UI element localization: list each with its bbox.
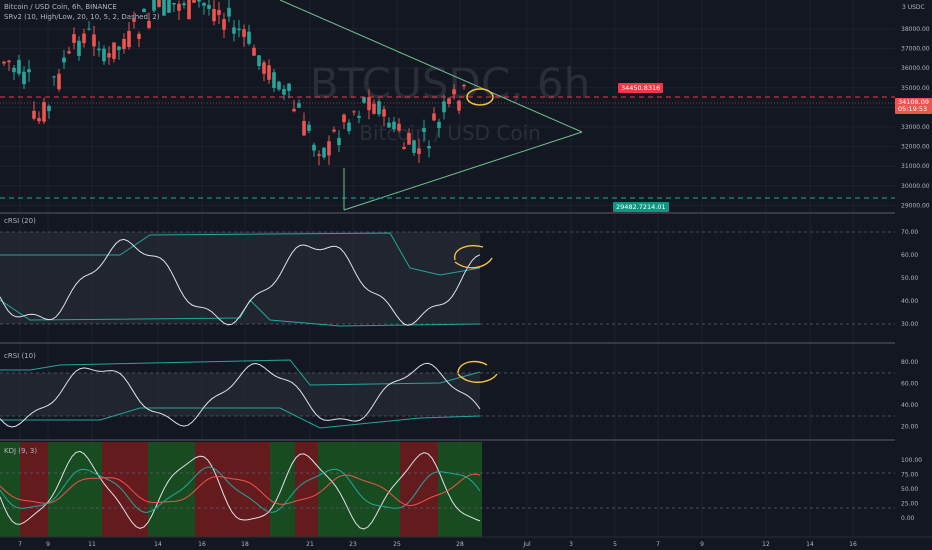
pane-tick-label: 40.00 (901, 402, 918, 409)
main-title: Bitcoin / USD Coin, 6h, BINANCE (4, 3, 117, 11)
price-tick-label: 29000.00 (901, 202, 930, 209)
sr-indicator-label: SRv2 (10, High/Low, 20, 10, 5, 2, Dashed… (4, 13, 160, 21)
pane-tick-label: 0.00 (901, 515, 915, 522)
time-tick-label: 28 (456, 541, 464, 548)
pane-tick-label: 80.00 (901, 359, 918, 366)
time-tick-label: 7 (18, 541, 22, 548)
pane-tick-label: 50.00 (901, 486, 918, 493)
crsi20-line (0, 238, 481, 326)
pane-tick-label: 70.00 (901, 229, 918, 236)
time-tick-label: 25 (393, 541, 401, 548)
price-tick-label: 35000.00 (901, 85, 930, 92)
current-price-tag[interactable]: 34108.09 05:19:53 (895, 98, 932, 114)
time-tick-label: 18 (241, 541, 249, 548)
kdj-zone (270, 442, 295, 537)
time-tick-label: 14 (154, 541, 162, 548)
time-tick-label: 21 (306, 541, 314, 548)
price-tick-label: 33000.00 (901, 124, 930, 131)
kdj-pane (0, 442, 895, 537)
pane-tick-label: 50.00 (901, 275, 918, 282)
pane-tick-label: 100.00 (901, 457, 922, 464)
pane-tick-label: 30.00 (901, 321, 918, 328)
crsi10-pane (0, 359, 895, 429)
crsi20-annotation[interactable] (454, 244, 493, 269)
crsi20-band (0, 232, 480, 324)
price-tick-label: 38000.00 (901, 26, 930, 33)
crsi20-lower-band (0, 299, 481, 327)
time-tick-label: 7 (656, 541, 660, 548)
watermark-name: Bitcoin / USD Coin (359, 121, 541, 145)
crsi20-pane (0, 231, 895, 327)
price-tick-label: 37000.00 (901, 46, 930, 53)
time-tick-label: 9 (700, 541, 704, 548)
time-tick-label: 16 (198, 541, 206, 548)
triangle-lower-line (343, 131, 583, 211)
triangle-drawing[interactable] (279, 0, 583, 211)
price-tick-label: 32000.00 (901, 144, 930, 151)
crsi10-legend[interactable]: cRSI (10) (4, 352, 36, 360)
pane-tick-label: 60.00 (901, 381, 918, 388)
crsi10-upper-band (0, 359, 481, 386)
pane-tick-label: 60.00 (901, 252, 918, 259)
kdj-zone (438, 442, 482, 537)
time-tick-label: Jul (522, 541, 531, 548)
pane-tick-label: 40.00 (901, 298, 918, 305)
time-tick-label: 12 (762, 541, 770, 548)
price-axis[interactable]: 3 USDC 38000.00 37000.00 36000.00 35000.00 34… (895, 0, 932, 550)
kdj-zone (195, 442, 270, 537)
time-tick-label: 14 (806, 541, 814, 548)
price-axis-unit: 3 USDC (902, 4, 925, 11)
price-tick-label: 30000.00 (901, 183, 930, 190)
resistance-price-tag[interactable]: 34450.8316 (618, 83, 664, 93)
kdj-zone (148, 442, 195, 537)
kdj-zone (48, 442, 102, 537)
time-tick-label: 5 (613, 541, 617, 548)
triangle-upper-line (279, 0, 583, 133)
crsi20-upper-band (0, 232, 481, 276)
kdj-legend[interactable]: KDJ (9, 3) (4, 447, 38, 455)
time-tick-label: 23 (349, 541, 357, 548)
kdj-zone (318, 442, 400, 537)
kdj-zone (400, 442, 438, 537)
time-tick-label: 16 (849, 541, 857, 548)
candlestick-series (2, 0, 466, 166)
price-tick-label: 31000.00 (901, 163, 930, 170)
kdj-zone (102, 442, 148, 537)
time-tick-label: 11 (88, 541, 96, 548)
time-axis[interactable]: 7 9 11 14 16 18 21 23 25 28 Jul 3 5 7 9 12 14 16 (0, 536, 932, 548)
current-price-countdown: 05:19:53 (898, 105, 928, 113)
price-annotation-circle[interactable] (466, 88, 494, 106)
price-tick-label: 36000.00 (901, 65, 930, 72)
pane-tick-label: 20.00 (901, 424, 918, 431)
time-tick-label: 9 (46, 541, 50, 548)
main-legend[interactable]: Bitcoin / USD Coin, 6h, BINANCE SRv2 (10… (4, 2, 160, 22)
crsi10-annotation[interactable] (457, 360, 498, 383)
crsi10-lower-band (0, 407, 481, 429)
support-price-tag[interactable]: 29482.7214.01 (613, 202, 669, 212)
kdj-zone (20, 442, 48, 537)
time-tick-label: 3 (569, 541, 573, 548)
current-price-value: 34108.09 (898, 98, 930, 106)
kdj-j-line (0, 450, 481, 530)
pane-tick-label: 25.00 (901, 501, 918, 508)
pane-tick-label: 75.00 (901, 472, 918, 479)
kdj-d-line (0, 473, 481, 507)
kdj-k-line (0, 466, 481, 513)
kdj-zone (295, 442, 318, 537)
kdj-zone (0, 442, 20, 537)
crsi10-line (0, 362, 481, 428)
crsi10-band (0, 373, 480, 416)
crsi20-legend[interactable]: cRSI (20) (4, 217, 36, 225)
